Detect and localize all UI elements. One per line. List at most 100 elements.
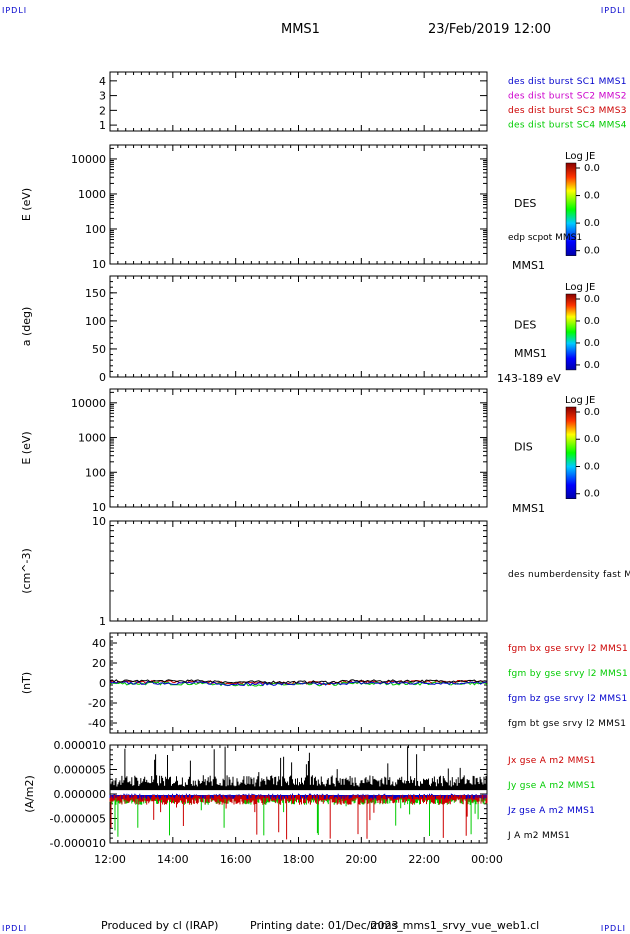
y-tick-label: 4 <box>99 75 106 88</box>
panel-current-density <box>109 744 488 844</box>
y-tick-label: 10000 <box>71 397 106 410</box>
y-tick-label: 3 <box>99 90 106 103</box>
spectrogram-label: MMS1 <box>514 347 547 360</box>
y-tick-label: 100 <box>85 315 106 328</box>
colorbar-tick-label: 0.0 <box>584 489 600 500</box>
panel-frame <box>109 144 488 265</box>
spectrogram-label: MMS1 <box>512 259 545 272</box>
y-tick-label: 10 <box>92 501 106 514</box>
y-tick-label: 1 <box>99 615 106 628</box>
series-line <box>109 746 488 791</box>
y-axis-label: E (eV) <box>20 188 33 221</box>
colorbar-tick-label: 0.0 <box>584 191 600 202</box>
y-tick-label: 10 <box>92 258 106 271</box>
panel-frame <box>109 275 488 378</box>
colorbar <box>565 293 577 371</box>
y-axis-label: (cm^-3) <box>20 548 33 594</box>
y-tick-label: 100 <box>85 223 106 236</box>
legend-entry: J A m2 MMS1 <box>507 831 570 841</box>
y-axis-label: (A/m2) <box>23 775 36 813</box>
panel-des-pitch-angle <box>109 275 580 378</box>
legend-entry: des numberdensity fast M <box>508 570 630 580</box>
colorbar-tick-label: 0.0 <box>584 316 600 327</box>
colorbar-tick-label: 0.0 <box>584 163 600 174</box>
y-tick-label: -0.000005 <box>50 813 106 826</box>
panel-des-dist-burst <box>109 71 488 132</box>
y-tick-label: 2 <box>99 104 106 117</box>
spectrogram-label: DES <box>514 197 536 210</box>
y-tick-label: 100 <box>85 466 106 479</box>
colorbar-tick-label: 0.0 <box>584 246 600 257</box>
y-axis-label: E (eV) <box>20 431 33 464</box>
y-tick-label: 10 <box>92 515 106 528</box>
legend-entry: des dist burst SC3 MMS3 <box>508 106 627 116</box>
time-tick-label: 18:00 <box>283 853 315 866</box>
footer-filename: mms_mms1_srvy_vue_web1.cl <box>370 919 540 932</box>
footer-produced-by: Produced by cl (IRAP) <box>101 919 219 932</box>
y-tick-label: 40 <box>92 637 106 650</box>
y-tick-label: 10000 <box>71 153 106 166</box>
colorbar-tick-label: 0.0 <box>584 461 600 472</box>
plot-datetime: 23/Feb/2019 12:00 <box>428 22 551 37</box>
panel-frame <box>109 388 488 508</box>
colorbar-tick-label: 0.0 <box>584 294 600 305</box>
colorbar-tick-label: 0.0 <box>584 434 600 445</box>
spectrogram-label: MMS1 <box>512 502 545 515</box>
y-tick-label: 0.000000 <box>54 788 107 801</box>
y-tick-label: 1000 <box>78 432 106 445</box>
legend-entry: Jx gse A m2 MMS1 <box>507 756 596 766</box>
series-line <box>109 681 488 687</box>
legend-entry: Jy gse A m2 MMS1 <box>507 781 596 791</box>
colorbar-title: Log JE <box>565 395 595 406</box>
colorbar-title: Log JE <box>565 282 595 293</box>
y-axis-label: a (deg) <box>20 307 33 347</box>
colorbar-tick-label: 0.0 <box>584 218 600 229</box>
colorbar-title: Log JE <box>565 151 595 162</box>
legend-entry: des dist burst SC1 MMS1 <box>508 77 627 87</box>
y-tick-label: -40 <box>88 717 106 730</box>
panel-dis-energy-spectrogram <box>109 388 580 508</box>
series-line <box>109 679 488 684</box>
legend-entry: fgm bt gse srvy l2 MMS1 <box>508 719 626 729</box>
y-tick-label: 1 <box>99 119 106 132</box>
corner-tag-bottom-left: IPDLI <box>2 924 28 933</box>
series-line <box>109 793 488 800</box>
colorbar-tick-label: 0.0 <box>584 407 600 418</box>
series-line <box>109 795 488 840</box>
time-tick-label: 16:00 <box>220 853 252 866</box>
panel-des-energy-spectrogram <box>109 144 580 265</box>
colorbar-tick-label: 0.0 <box>584 338 600 349</box>
legend-entry: fgm bx gse srvy l2 MMS1 <box>508 644 628 654</box>
legend-entry: des dist burst SC2 MMS2 <box>508 92 627 102</box>
time-tick-label: 12:00 <box>94 853 126 866</box>
corner-tag-bottom-right: IPDLI <box>600 924 626 933</box>
time-tick-label: 14:00 <box>157 853 189 866</box>
time-tick-label: 00:00 <box>471 853 503 866</box>
colorbar <box>565 406 577 499</box>
time-tick-label: 22:00 <box>408 853 440 866</box>
footer-printing-date: Printing date: 01/Dec/2023 <box>250 919 399 932</box>
y-axis-label: (nT) <box>20 672 33 694</box>
time-tick-label: 20:00 <box>345 853 377 866</box>
legend-entry: fgm by gse srvy l2 MMS1 <box>508 669 628 679</box>
mission-title: MMS1 <box>281 22 320 37</box>
y-tick-label: 0 <box>99 371 106 384</box>
y-tick-label: 1000 <box>78 188 106 201</box>
spectrogram-label: edp scpot MMS1 <box>508 233 582 243</box>
panel-frame <box>109 520 488 622</box>
y-tick-label: 0.000010 <box>54 739 107 752</box>
panel-frame <box>109 71 488 132</box>
y-tick-label: 20 <box>92 657 106 670</box>
legend-entry: des dist burst SC4 MMS4 <box>508 121 627 131</box>
spectrogram-label: 143-189 eV <box>497 372 561 385</box>
colorbar <box>565 162 577 256</box>
corner-tag-top-left: IPDLI <box>2 6 28 15</box>
spectrogram-label: DIS <box>514 440 533 453</box>
legend-entry: Jz gse A m2 MMS1 <box>507 806 595 816</box>
corner-tag-top-right: IPDLI <box>600 6 626 15</box>
legend-entry: fgm bz gse srvy l2 MMS1 <box>508 694 627 704</box>
y-tick-label: 150 <box>85 287 106 300</box>
y-tick-label: 0 <box>99 677 106 690</box>
y-tick-label: -20 <box>88 697 106 710</box>
